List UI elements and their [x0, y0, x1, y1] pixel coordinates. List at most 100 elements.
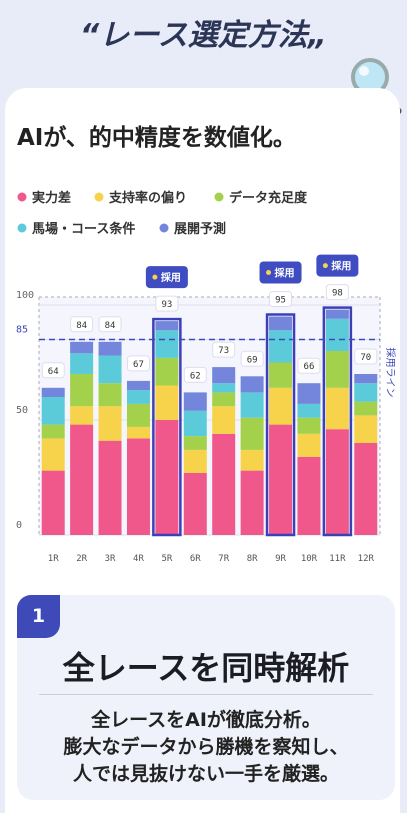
bar-segment: [354, 443, 378, 535]
bar-segment: [297, 417, 321, 434]
legend-label: データ充足度: [229, 190, 308, 206]
divider: [39, 694, 373, 695]
total-box: [354, 348, 378, 365]
badge-dot: [266, 270, 272, 275]
chart-title: AIが、的中精度を数値化。: [17, 125, 296, 151]
bar-segment: [98, 341, 122, 356]
bar-segment: [269, 316, 293, 331]
badge-label: 採用: [331, 260, 351, 273]
total-label: 95: [275, 296, 286, 306]
selected-outline: [322, 306, 353, 537]
total-label: 98: [332, 289, 343, 299]
bar-segment: [155, 321, 179, 331]
total-label: 93: [161, 300, 172, 310]
legend-label: 実力差: [32, 190, 71, 206]
total-box: [70, 316, 94, 333]
total-label: 70: [360, 353, 371, 363]
total-label: 66: [304, 362, 315, 372]
bar-segment: [98, 383, 122, 407]
bar-segment: [41, 387, 65, 397]
total-box: [98, 316, 122, 333]
x-tick-label: 9R: [275, 554, 286, 564]
x-tick-label: 8R: [247, 554, 258, 564]
bar-segment: [126, 438, 150, 535]
total-box: [240, 350, 264, 367]
bar-segment: [70, 424, 94, 535]
total-label: 84: [105, 321, 116, 331]
badge-dot: [152, 274, 158, 280]
badge: [259, 261, 302, 284]
total-label: 69: [247, 355, 258, 365]
bar-segment: [269, 362, 293, 388]
body-line: 人では見抜けない一手を厳選。: [72, 763, 339, 785]
total-label: 62: [190, 371, 201, 381]
bar-segment: [269, 424, 293, 535]
total-label: 64: [48, 367, 59, 377]
bar-segment: [155, 420, 179, 535]
body-line: 膨大なデータから勝機を察知し、: [63, 736, 349, 758]
bar-segment: [70, 406, 94, 425]
bar-segment: [269, 330, 293, 363]
threshold-label: 採用ライン: [384, 348, 397, 398]
bar-segment: [325, 387, 349, 430]
total-label: 84: [76, 321, 87, 331]
bar-segment: [325, 429, 349, 535]
bar-segment: [212, 383, 236, 393]
x-tick-label: 5R: [161, 554, 172, 564]
bar-segment: [98, 355, 122, 384]
legend-label: 馬場・コース条件: [32, 221, 135, 237]
badge-label: 採用: [161, 271, 181, 284]
x-tick-label: 4R: [133, 554, 144, 564]
x-tick-label: 3R: [105, 554, 116, 564]
badge-dot: [322, 263, 328, 269]
bar-segment: [354, 415, 378, 443]
bar-segment: [297, 403, 321, 418]
feature-number: 1: [17, 595, 60, 638]
feature-panel: 1 全レースを同時解析 全レースをAIが徹底分析。 膨大なデータから勝機を察知し…: [17, 595, 395, 800]
y-tick-label: 0: [16, 520, 22, 531]
feature-body: 全レースをAIが徹底分析。 膨大なデータから勝機を察知し、 人では見抜けない一手…: [17, 707, 395, 788]
legend-swatch: [94, 192, 104, 202]
total-box: [212, 341, 236, 358]
bar-segment: [354, 383, 378, 402]
bar-segment: [41, 424, 65, 439]
badge: [316, 254, 359, 277]
legend-label: 支持率の偏り: [108, 190, 187, 206]
bar-segment: [297, 383, 321, 404]
total-box: [325, 284, 349, 301]
bar-segment: [297, 433, 321, 457]
legend-label: 展開予測: [174, 221, 226, 237]
bar-segment: [126, 403, 150, 427]
badge-label: 採用: [275, 267, 295, 280]
total-box: [155, 295, 179, 312]
bar-segment: [183, 410, 207, 437]
bar-segment: [240, 470, 264, 535]
x-tick-label: 2R: [76, 554, 87, 564]
bar-segment: [240, 417, 264, 450]
bar-segment: [354, 374, 378, 384]
legend-swatch: [17, 223, 27, 233]
bar-segment: [126, 390, 150, 404]
selected-outline: [265, 313, 296, 537]
selected-outline: [152, 317, 182, 537]
bar-segment: [183, 449, 207, 473]
legend-swatch: [214, 192, 224, 202]
x-tick-label: 10R: [301, 554, 318, 564]
bar-segment: [155, 357, 179, 386]
bar-segment: [269, 387, 293, 425]
x-tick-label: 11R: [329, 554, 346, 564]
bar-segment: [325, 309, 349, 319]
bar-segment: [183, 436, 207, 450]
feature-title: 全レースを同時解析: [62, 649, 350, 687]
total-box: [297, 357, 321, 374]
bar-segment: [297, 456, 321, 535]
bar-segment: [70, 374, 94, 407]
badge: [145, 266, 188, 289]
bar-segment: [240, 376, 264, 393]
bar-segment: [183, 392, 207, 411]
x-tick-label: 7R: [218, 554, 229, 564]
bar-segment: [126, 426, 150, 439]
bar-segment: [98, 440, 122, 535]
bar-segment: [98, 406, 122, 441]
bar-segment: [155, 385, 179, 420]
